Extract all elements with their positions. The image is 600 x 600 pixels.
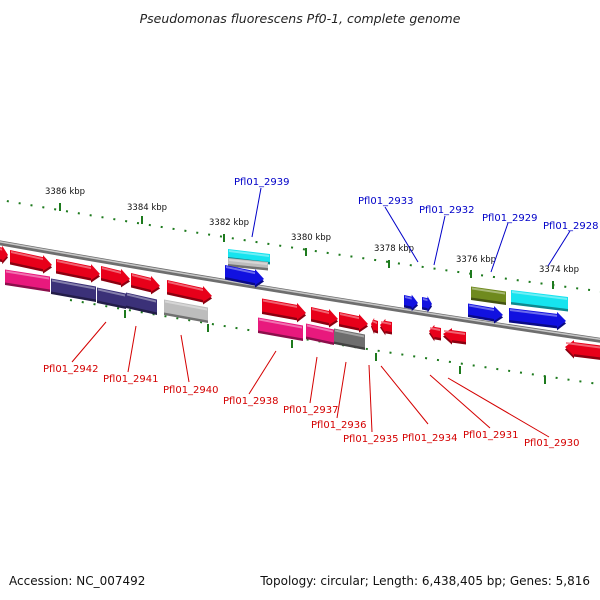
gene-feature-pfl01-2929[interactable] [471, 286, 506, 306]
gene-label-pfl01-2933[interactable]: Pfl01_2933 [358, 196, 414, 207]
scale-track-lower [69, 299, 600, 386]
gene-feature[interactable] [101, 266, 130, 288]
scale-major-ticks [59, 203, 554, 384]
gene-feature[interactable] [131, 273, 160, 295]
gene-label-pfl01-2940[interactable]: Pfl01_2940 [163, 385, 219, 396]
gene-feature-pfl01-2942[interactable] [5, 269, 50, 293]
gene-feature-pfl01-2930[interactable] [443, 328, 466, 345]
gene-feature-pfl01-2941c[interactable] [126, 292, 157, 316]
gene-label-pfl01-2938[interactable]: Pfl01_2938 [223, 396, 279, 407]
gene-label-pfl01-2936[interactable]: Pfl01_2936 [311, 420, 367, 431]
gene-feature[interactable] [468, 303, 503, 324]
gene-label-pfl01-2934[interactable]: Pfl01_2934 [402, 433, 458, 444]
gene-feature-pfl01-2937[interactable] [306, 323, 334, 346]
scale-label-3384: 3384 kbp [127, 203, 167, 213]
gene-feature-pfl01-2936[interactable] [334, 328, 365, 351]
gene-feature[interactable] [262, 298, 306, 323]
gene-feature[interactable] [509, 308, 566, 331]
gene-feature-pfl01-2940[interactable] [164, 299, 208, 324]
gene-feature-pfl01-2941[interactable] [51, 278, 96, 303]
gene-feature-pfl01-2931[interactable] [429, 324, 441, 342]
gene-label-pfl01-2930[interactable]: Pfl01_2930 [524, 438, 580, 449]
scale-label-3380: 3380 kbp [291, 233, 331, 243]
gene-feature[interactable] [56, 259, 100, 283]
gene-label-pfl01-2941[interactable]: Pfl01_2941 [103, 374, 159, 385]
genome-backbone [0, 240, 600, 343]
scale-labels: 3386 kbp 3384 kbp 3382 kbp 3380 kbp 3378… [45, 187, 579, 275]
gene-labels-lower: Pfl01_2942 Pfl01_2941 Pfl01_2940 Pfl01_2… [43, 364, 580, 449]
gene-feature[interactable] [167, 280, 212, 305]
accession-label: Accession: NC_007492 [9, 574, 146, 588]
gene-feature[interactable] [228, 258, 268, 271]
label-leader-lines [71, 187, 571, 438]
gene-feature-pfl01-2941b[interactable] [97, 287, 126, 310]
gene-feature-pfl01-2932[interactable] [422, 296, 432, 313]
gene-labels-upper: Pfl01_2939 Pfl01_2933 Pfl01_2932 Pfl01_2… [234, 177, 599, 232]
gene-feature-pfl01-2933[interactable] [404, 294, 418, 312]
gene-label-pfl01-2942[interactable]: Pfl01_2942 [43, 364, 99, 375]
gene-label-pfl01-2939[interactable]: Pfl01_2939 [234, 177, 290, 188]
gene-feature[interactable] [339, 312, 368, 333]
gene-feature[interactable] [0, 245, 8, 265]
gene-label-pfl01-2931[interactable]: Pfl01_2931 [463, 430, 519, 441]
scale-label-3376: 3376 kbp [456, 255, 496, 265]
gene-feature[interactable] [311, 307, 338, 328]
gene-feature-pfl01-2928[interactable] [511, 290, 568, 312]
gene-feature-pfl01-2934[interactable] [380, 318, 392, 336]
scale-label-3386: 3386 kbp [45, 187, 85, 197]
gene-feature[interactable] [225, 265, 264, 288]
scale-label-3374: 3374 kbp [539, 265, 579, 275]
gene-feature[interactable] [565, 340, 600, 360]
gene-feature-pfl01-2935[interactable] [371, 317, 378, 335]
scale-label-3382: 3382 kbp [209, 218, 249, 228]
gene-label-pfl01-2929[interactable]: Pfl01_2929 [482, 213, 538, 224]
topology-summary: Topology: circular; Length: 6,438,405 bp… [260, 574, 590, 588]
gene-label-pfl01-2935[interactable]: Pfl01_2935 [343, 434, 399, 445]
gene-label-pfl01-2928[interactable]: Pfl01_2928 [543, 221, 599, 232]
gene-features [0, 245, 600, 360]
gene-feature-pfl01-2938[interactable] [258, 317, 303, 342]
gene-label-pfl01-2937[interactable]: Pfl01_2937 [283, 405, 339, 416]
genome-title: Pseudomonas fluorescens Pf0-1, complete … [140, 11, 461, 26]
gene-label-pfl01-2932[interactable]: Pfl01_2932 [419, 205, 475, 216]
gene-feature[interactable] [10, 250, 52, 274]
scale-label-3378: 3378 kbp [374, 244, 414, 254]
